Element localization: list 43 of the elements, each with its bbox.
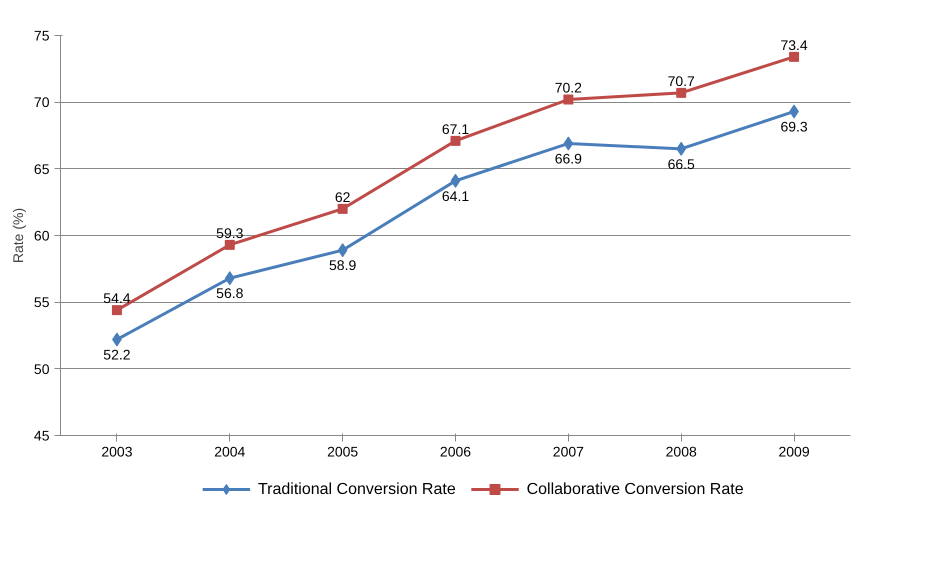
point	[112, 332, 122, 346]
y-tick-label: 70	[34, 94, 50, 110]
point	[224, 240, 235, 250]
point	[224, 271, 235, 286]
x-tick-label: 2003	[101, 444, 133, 460]
point	[338, 204, 348, 214]
data-label: 59.3	[216, 224, 244, 241]
data-label: 67.1	[442, 120, 470, 137]
data-label: 73.4	[780, 36, 808, 53]
data-label: 56.8	[216, 285, 244, 302]
y-axis-title: Rate (%)	[10, 208, 26, 264]
data-label: 54.4	[103, 290, 131, 306]
y-tick-label: 50	[34, 360, 50, 377]
data-label: 66.9	[554, 150, 582, 166]
point	[563, 94, 574, 104]
y-tick-label: 55	[34, 294, 50, 310]
x-tick-label: 2005	[327, 444, 358, 460]
x-tick-label: 2008	[666, 444, 697, 460]
y-tick-label: 45	[34, 428, 50, 444]
data-label: 70.7	[668, 72, 696, 89]
data-label: 69.3	[780, 118, 808, 134]
point	[112, 305, 122, 316]
y-tick-label: 60	[34, 228, 50, 244]
data-label: 58.9	[329, 257, 356, 274]
data-label: 62	[334, 188, 351, 205]
point	[676, 88, 686, 98]
data-label: 70.2	[554, 80, 582, 96]
data-label: 66.5	[668, 156, 696, 172]
data-label: 52.2	[103, 346, 131, 362]
x-tick-label: 2006	[440, 444, 472, 460]
point	[676, 142, 686, 156]
data-label: 64.1	[442, 188, 470, 204]
point	[564, 136, 574, 150]
x-tick-label: 2007	[552, 444, 584, 460]
y-tick-label: 75	[34, 28, 50, 44]
legend-label: Collaborative Conversion Rate	[526, 481, 744, 498]
point	[450, 136, 460, 146]
y-tick-label: 65	[34, 160, 50, 177]
x-tick-label: 2004	[214, 444, 246, 460]
legend-label: Traditional Conversion Rate	[258, 481, 456, 498]
point	[789, 52, 800, 62]
x-tick-label: 2009	[778, 444, 810, 460]
point	[789, 104, 799, 118]
